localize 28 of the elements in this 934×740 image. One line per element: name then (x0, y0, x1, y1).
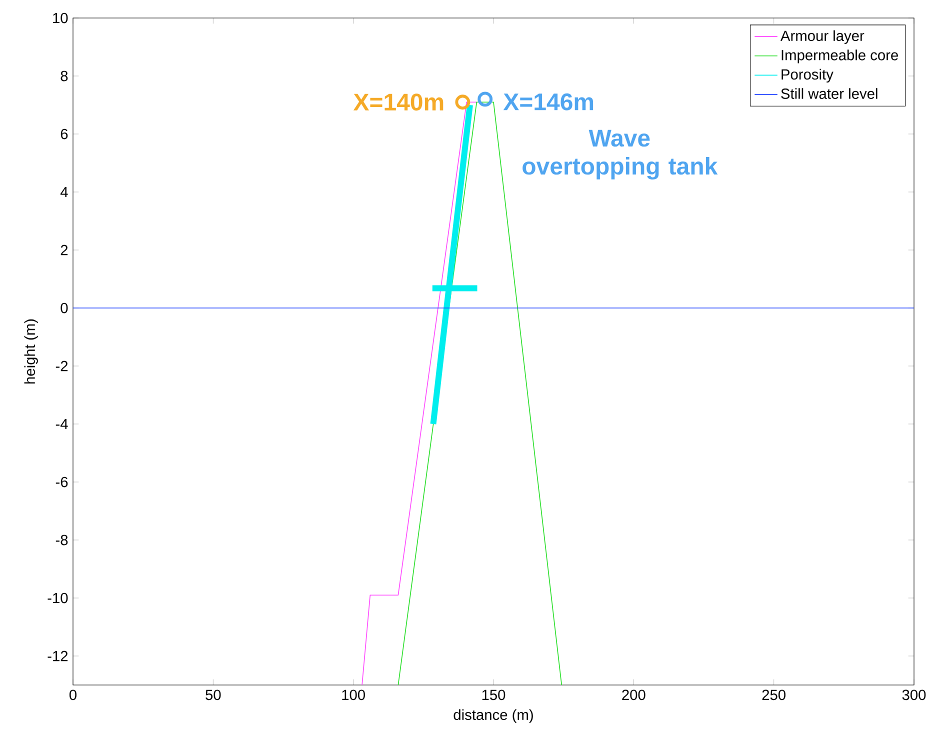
y-tick-label: 10 (53, 12, 68, 24)
legend-label: Armour layer (780, 30, 864, 44)
x-axis-title: distance (m) (454, 709, 533, 723)
y-tick-label: -8 (56, 534, 68, 546)
y-tick-label: 2 (60, 244, 68, 256)
annotation: X=146m (503, 93, 594, 110)
y-tick-label: -12 (48, 650, 68, 662)
legend-label: Impermeable core (782, 50, 898, 64)
x-tick-label: 0 (69, 690, 76, 700)
legend-label: Still water level (781, 88, 878, 99)
y-tick-label: 0 (60, 302, 68, 314)
y-tick-label: 8 (60, 70, 68, 82)
x-tick-label: 200 (622, 690, 646, 700)
legend-label: Porosity (782, 68, 834, 83)
x-tick-label: 150 (482, 690, 506, 700)
x-tick-label: 100 (342, 690, 365, 700)
y-tick-label: -10 (48, 592, 68, 604)
y-tick-label: -6 (56, 476, 68, 488)
y-tick-label: -4 (56, 418, 68, 430)
y-tick-label: -2 (56, 360, 68, 372)
y-tick-label: 6 (60, 128, 68, 140)
x-tick-label: 300 (902, 690, 926, 700)
x-tick-label: 250 (762, 690, 786, 700)
y-tick-label: 4 (60, 186, 68, 198)
y-axis-title: height (m) (24, 319, 38, 384)
annotation: X=140m (353, 94, 444, 111)
x-tick-label: 50 (206, 690, 221, 700)
annotation: Wave overtopping tank (522, 130, 718, 180)
